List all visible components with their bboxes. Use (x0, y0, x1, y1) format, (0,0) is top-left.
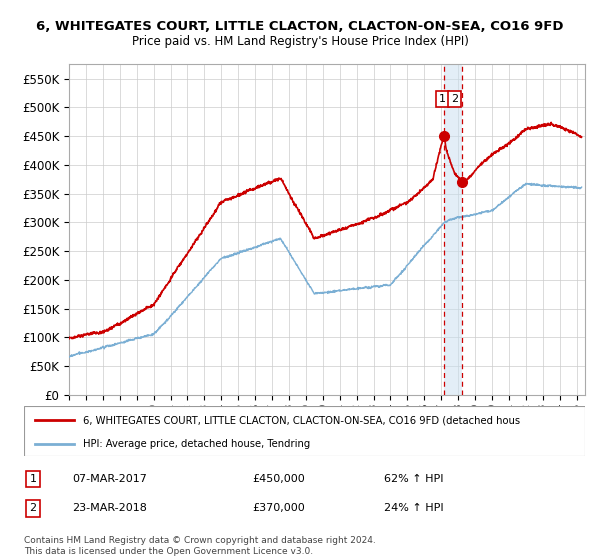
Text: 1: 1 (439, 94, 446, 104)
FancyBboxPatch shape (24, 406, 585, 456)
Text: 2: 2 (29, 503, 37, 514)
Text: 1: 1 (29, 474, 37, 484)
Text: 2: 2 (451, 94, 458, 104)
Text: HPI: Average price, detached house, Tendring: HPI: Average price, detached house, Tend… (83, 439, 310, 449)
Text: Price paid vs. HM Land Registry's House Price Index (HPI): Price paid vs. HM Land Registry's House … (131, 35, 469, 48)
Text: 23-MAR-2018: 23-MAR-2018 (72, 503, 147, 514)
Text: 07-MAR-2017: 07-MAR-2017 (72, 474, 147, 484)
Text: 6, WHITEGATES COURT, LITTLE CLACTON, CLACTON-ON-SEA, CO16 9FD: 6, WHITEGATES COURT, LITTLE CLACTON, CLA… (36, 20, 564, 32)
Text: Contains HM Land Registry data © Crown copyright and database right 2024.
This d: Contains HM Land Registry data © Crown c… (24, 536, 376, 556)
Text: 6, WHITEGATES COURT, LITTLE CLACTON, CLACTON-ON-SEA, CO16 9FD (detached hous: 6, WHITEGATES COURT, LITTLE CLACTON, CLA… (83, 415, 520, 425)
Bar (444, 64, 462, 395)
Text: £370,000: £370,000 (252, 503, 305, 514)
Text: £450,000: £450,000 (252, 474, 305, 484)
Text: 24% ↑ HPI: 24% ↑ HPI (384, 503, 443, 514)
Text: 62% ↑ HPI: 62% ↑ HPI (384, 474, 443, 484)
